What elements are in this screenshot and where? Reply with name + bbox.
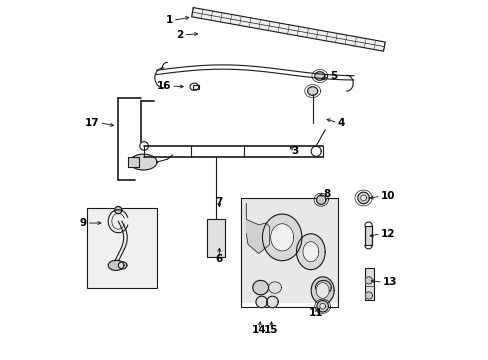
Polygon shape	[316, 301, 328, 312]
Polygon shape	[129, 154, 157, 170]
Bar	[206, 220, 225, 257]
Polygon shape	[360, 195, 366, 201]
Polygon shape	[115, 207, 122, 214]
Bar	[364, 268, 373, 300]
Text: 17: 17	[84, 118, 99, 128]
Polygon shape	[241, 198, 337, 302]
Text: 7: 7	[215, 197, 223, 207]
Text: 8: 8	[323, 189, 330, 199]
Bar	[364, 226, 371, 245]
Polygon shape	[140, 141, 148, 150]
Polygon shape	[268, 282, 281, 293]
Bar	[87, 208, 157, 288]
Text: 1: 1	[165, 15, 172, 26]
Text: 3: 3	[290, 146, 298, 156]
Polygon shape	[296, 234, 325, 270]
Polygon shape	[252, 280, 268, 295]
Polygon shape	[315, 280, 330, 295]
Polygon shape	[357, 192, 368, 204]
Polygon shape	[270, 224, 293, 251]
Polygon shape	[316, 283, 328, 298]
Text: 10: 10	[380, 191, 394, 201]
Text: 14: 14	[251, 325, 265, 335]
Text: 12: 12	[380, 229, 394, 239]
Polygon shape	[319, 303, 325, 309]
Text: 13: 13	[382, 277, 396, 287]
Text: 4: 4	[337, 118, 345, 128]
Polygon shape	[307, 87, 317, 95]
Polygon shape	[303, 242, 318, 262]
Polygon shape	[246, 203, 269, 253]
Polygon shape	[310, 277, 333, 304]
Text: 15: 15	[264, 325, 278, 335]
Polygon shape	[314, 72, 324, 80]
Text: 16: 16	[156, 81, 171, 91]
Polygon shape	[365, 292, 372, 299]
Polygon shape	[316, 195, 325, 204]
Polygon shape	[310, 146, 321, 156]
Polygon shape	[266, 296, 278, 308]
Bar	[128, 157, 139, 167]
Polygon shape	[255, 296, 267, 308]
Polygon shape	[108, 260, 124, 270]
Text: 5: 5	[330, 71, 337, 81]
Polygon shape	[262, 214, 301, 261]
Bar	[192, 85, 199, 89]
Polygon shape	[191, 8, 385, 51]
Text: 6: 6	[215, 254, 223, 264]
Text: 2: 2	[176, 30, 183, 40]
Polygon shape	[118, 262, 126, 269]
Text: 9: 9	[80, 218, 86, 228]
Text: 11: 11	[308, 308, 323, 318]
Polygon shape	[190, 83, 198, 90]
Polygon shape	[365, 277, 372, 284]
